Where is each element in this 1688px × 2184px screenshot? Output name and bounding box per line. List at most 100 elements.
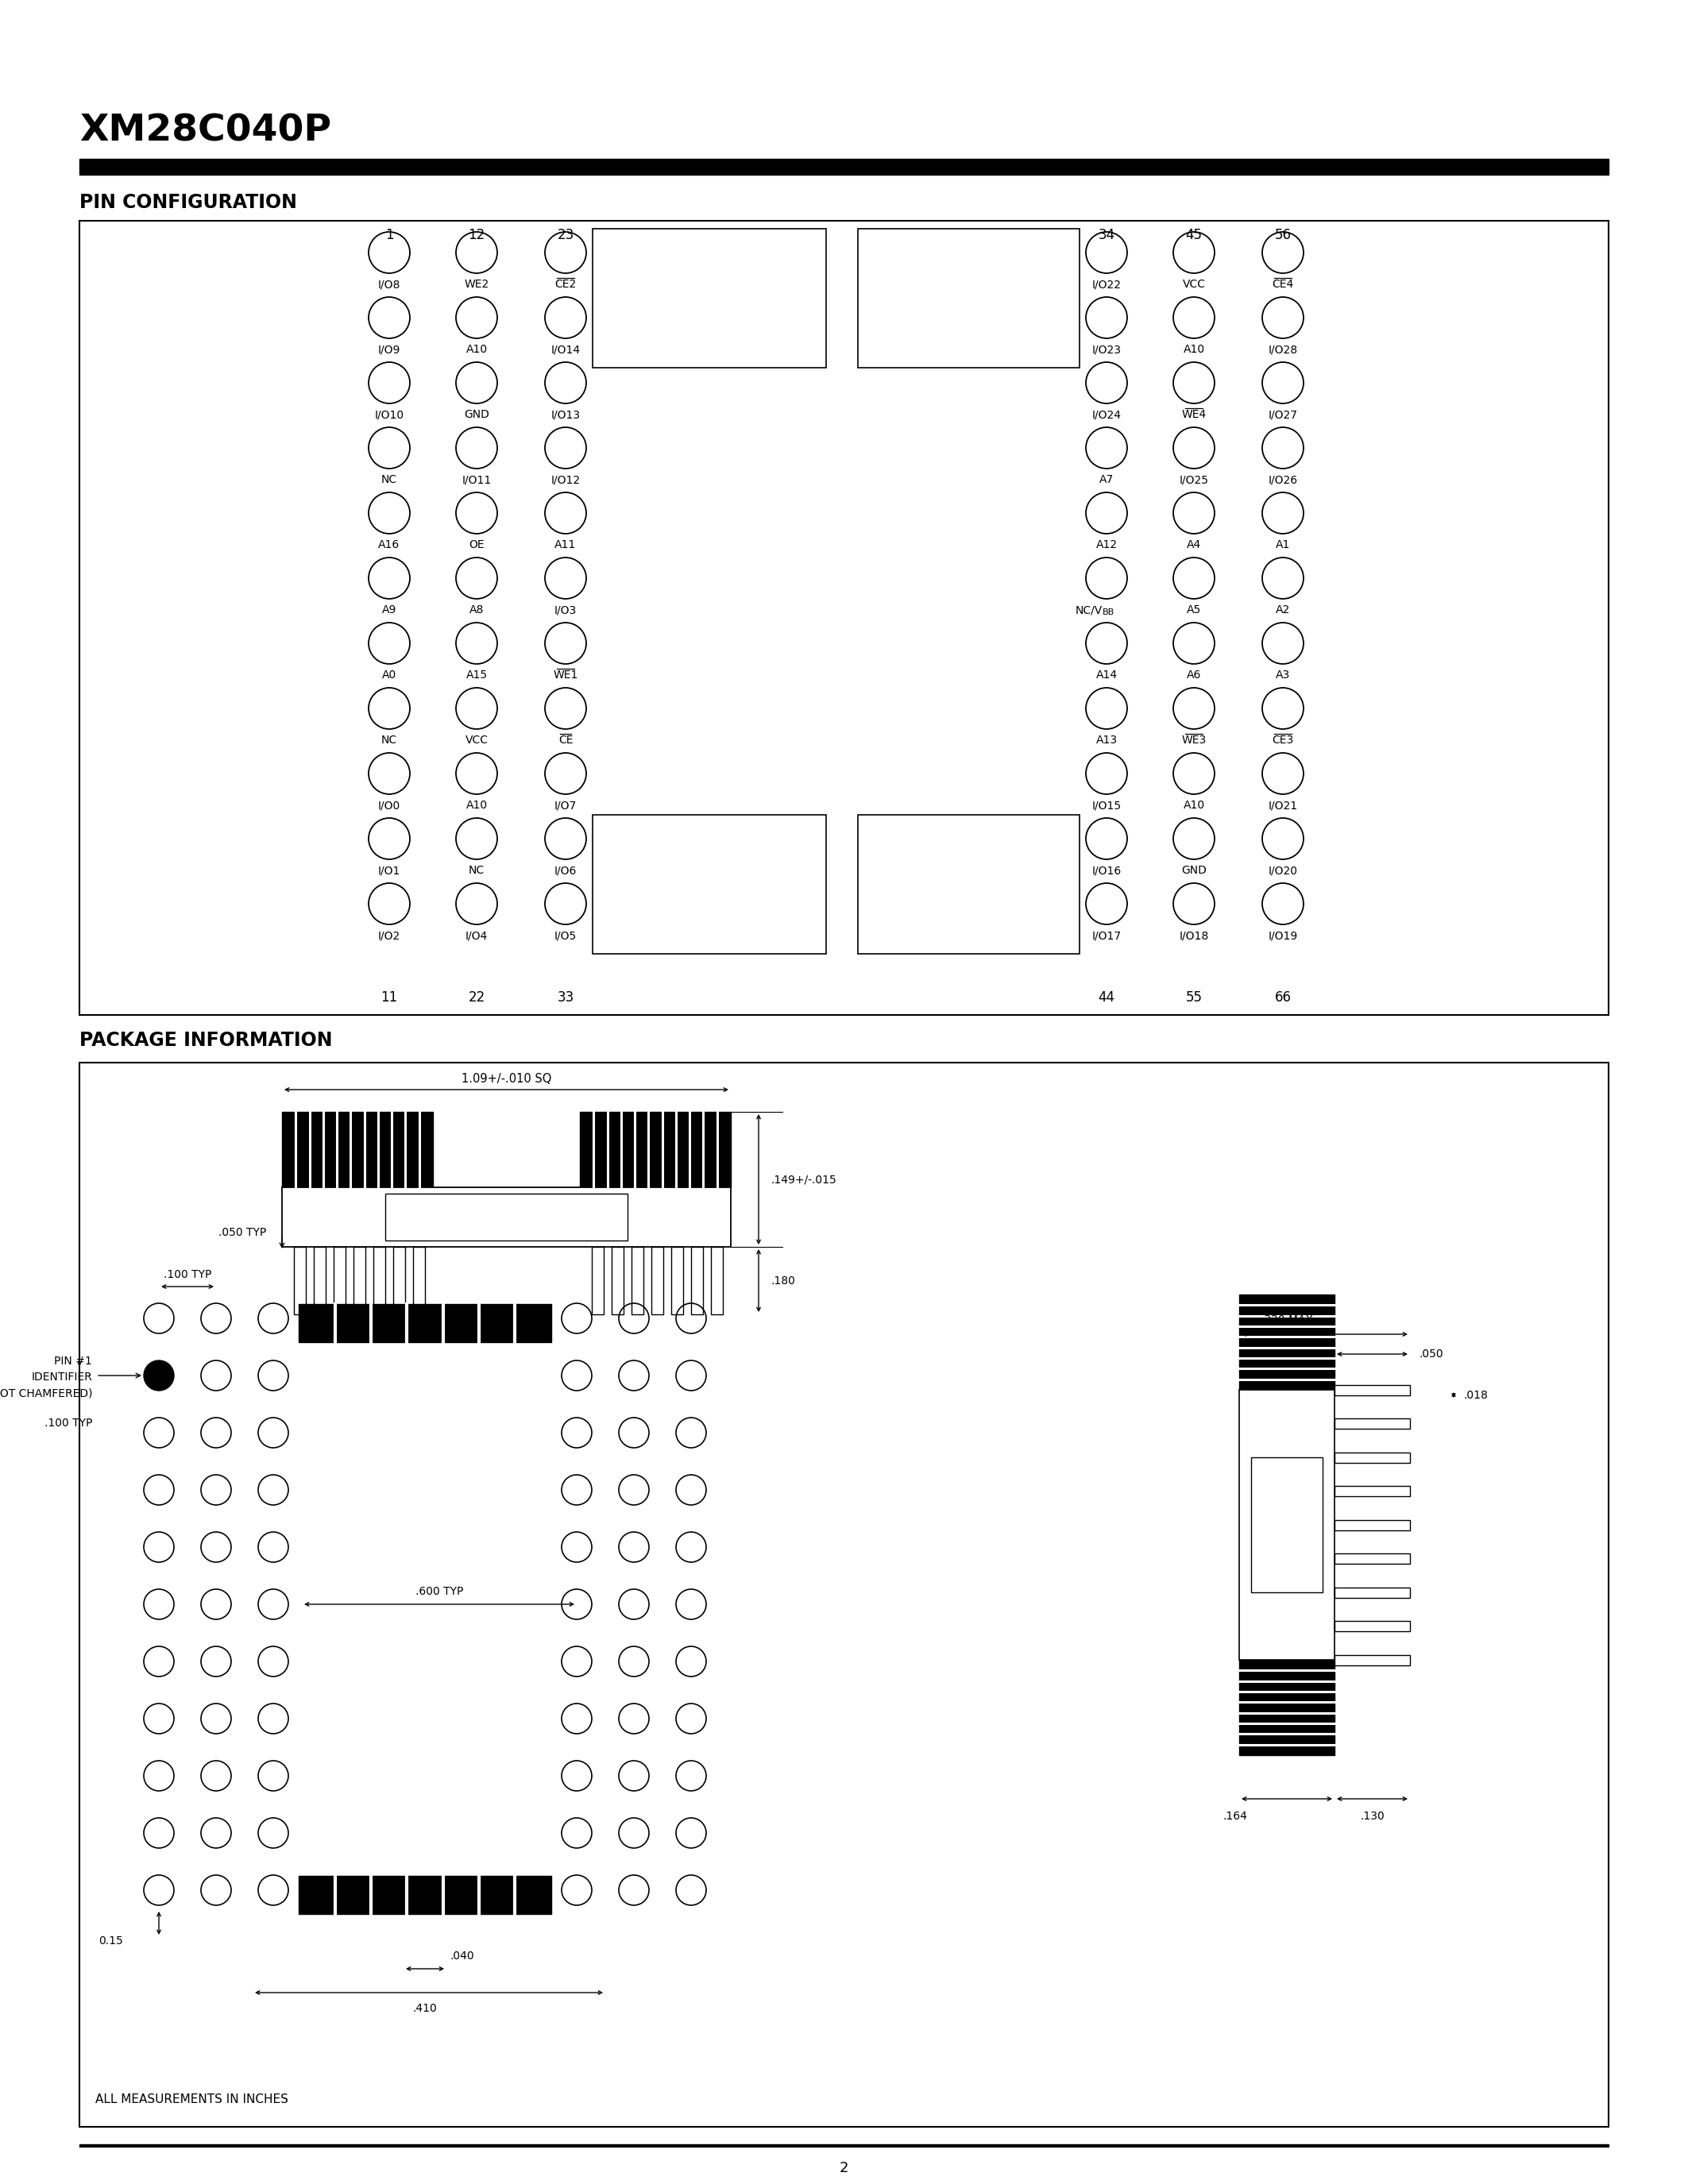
Text: 2: 2 xyxy=(839,2160,849,2175)
Text: I/O6: I/O6 xyxy=(554,865,577,876)
Text: I/O19: I/O19 xyxy=(1268,930,1298,941)
Text: .100 TYP: .100 TYP xyxy=(164,1269,211,1280)
Text: I/O28: I/O28 xyxy=(1268,343,1298,356)
Text: I/O1: I/O1 xyxy=(378,865,400,876)
Text: A16: A16 xyxy=(378,539,400,550)
Text: .050 TYP: .050 TYP xyxy=(218,1227,267,1238)
Text: I/O0: I/O0 xyxy=(378,799,400,810)
Text: IDENTIFIER: IDENTIFIER xyxy=(30,1372,93,1382)
Text: I/O12: I/O12 xyxy=(550,474,581,485)
Text: I/O20: I/O20 xyxy=(1268,865,1298,876)
Text: 22: 22 xyxy=(468,989,484,1005)
Text: A13: A13 xyxy=(1096,734,1117,745)
Text: I/O23: I/O23 xyxy=(1092,343,1121,356)
Text: 33: 33 xyxy=(557,989,574,1005)
Text: A3: A3 xyxy=(1276,670,1290,681)
Bar xyxy=(414,1247,425,1315)
Text: A7: A7 xyxy=(1099,474,1114,485)
Bar xyxy=(1335,1588,1409,1597)
Text: I/O3: I/O3 xyxy=(554,605,577,616)
Text: .040: .040 xyxy=(451,1950,474,1961)
Bar xyxy=(592,229,825,367)
Text: 23: 23 xyxy=(557,227,574,242)
Text: 1: 1 xyxy=(385,227,393,242)
Text: .050: .050 xyxy=(1420,1348,1443,1361)
Text: I/O11: I/O11 xyxy=(463,474,491,485)
Bar xyxy=(592,815,825,954)
Text: A12: A12 xyxy=(1096,539,1117,550)
Text: .410: .410 xyxy=(414,2003,437,2014)
Text: .320 MAX: .320 MAX xyxy=(1261,1315,1313,1326)
Bar xyxy=(79,221,1609,1016)
Text: I/O16: I/O16 xyxy=(1092,865,1121,876)
Text: .600 TYP: .600 TYP xyxy=(415,1586,463,1597)
Bar xyxy=(1239,1660,1335,1756)
Text: WE4: WE4 xyxy=(1182,408,1207,419)
Text: I/O5: I/O5 xyxy=(554,930,577,941)
Text: NC: NC xyxy=(381,734,397,745)
Text: A15: A15 xyxy=(466,670,488,681)
Text: NC: NC xyxy=(381,474,397,485)
Bar xyxy=(1335,1417,1409,1428)
Text: .149+/-.015: .149+/-.015 xyxy=(770,1173,836,1186)
Text: A6: A6 xyxy=(1187,670,1202,681)
Text: A10: A10 xyxy=(466,799,488,810)
Text: NC/V: NC/V xyxy=(1075,605,1102,616)
Bar xyxy=(385,1195,628,1241)
Text: 56: 56 xyxy=(1274,227,1291,242)
Bar xyxy=(353,1247,365,1315)
Text: 44: 44 xyxy=(1099,989,1114,1005)
Bar xyxy=(79,1064,1609,2127)
Text: CE3: CE3 xyxy=(1273,734,1293,745)
Text: A4: A4 xyxy=(1187,539,1202,550)
Text: 34: 34 xyxy=(1099,227,1114,242)
Bar xyxy=(1335,1655,1409,1664)
Text: I/O9: I/O9 xyxy=(378,343,400,356)
Text: WE2: WE2 xyxy=(464,280,490,290)
Text: 12: 12 xyxy=(468,227,484,242)
Bar xyxy=(299,1876,550,1913)
Bar xyxy=(672,1247,684,1315)
Text: I/O27: I/O27 xyxy=(1268,408,1298,419)
Text: .164: .164 xyxy=(1222,1811,1247,1821)
Text: A11: A11 xyxy=(555,539,576,550)
Text: WE3: WE3 xyxy=(1182,734,1207,745)
Text: A10: A10 xyxy=(466,343,488,356)
Text: 55: 55 xyxy=(1185,989,1202,1005)
Bar xyxy=(1335,1385,1409,1396)
Bar xyxy=(690,1247,702,1315)
Text: A14: A14 xyxy=(1096,670,1117,681)
Bar xyxy=(652,1247,663,1315)
Bar xyxy=(299,1304,550,1343)
Text: I/O4: I/O4 xyxy=(466,930,488,941)
Text: PIN #1: PIN #1 xyxy=(54,1356,93,1367)
Bar xyxy=(294,1247,306,1315)
Text: A0: A0 xyxy=(381,670,397,681)
Text: 0.15: 0.15 xyxy=(98,1935,123,1946)
Text: I/O17: I/O17 xyxy=(1092,930,1121,941)
Bar xyxy=(711,1247,722,1315)
Text: PACKAGE INFORMATION: PACKAGE INFORMATION xyxy=(79,1031,333,1051)
Text: VCC: VCC xyxy=(1182,280,1205,290)
Text: I/O2: I/O2 xyxy=(378,930,400,941)
Bar xyxy=(858,815,1080,954)
Text: BB: BB xyxy=(1102,609,1114,616)
Text: VCC: VCC xyxy=(466,734,488,745)
Text: GND: GND xyxy=(464,408,490,419)
Text: I/O13: I/O13 xyxy=(550,408,581,419)
Text: I/O18: I/O18 xyxy=(1180,930,1209,941)
Bar xyxy=(1335,1485,1409,1496)
Text: I/O8: I/O8 xyxy=(378,280,400,290)
Text: I/O7: I/O7 xyxy=(554,799,577,810)
Bar xyxy=(282,1188,731,1247)
Text: OE: OE xyxy=(469,539,484,550)
Text: I/O24: I/O24 xyxy=(1092,408,1121,419)
Text: NC: NC xyxy=(469,865,484,876)
Bar xyxy=(1335,1520,1409,1531)
Text: (NOT CHAMFERED): (NOT CHAMFERED) xyxy=(0,1387,93,1398)
Text: I/O26: I/O26 xyxy=(1268,474,1298,485)
Text: CE: CE xyxy=(559,734,572,745)
Text: I/O10: I/O10 xyxy=(375,408,403,419)
Bar xyxy=(1335,1621,1409,1631)
Bar xyxy=(1335,1553,1409,1564)
